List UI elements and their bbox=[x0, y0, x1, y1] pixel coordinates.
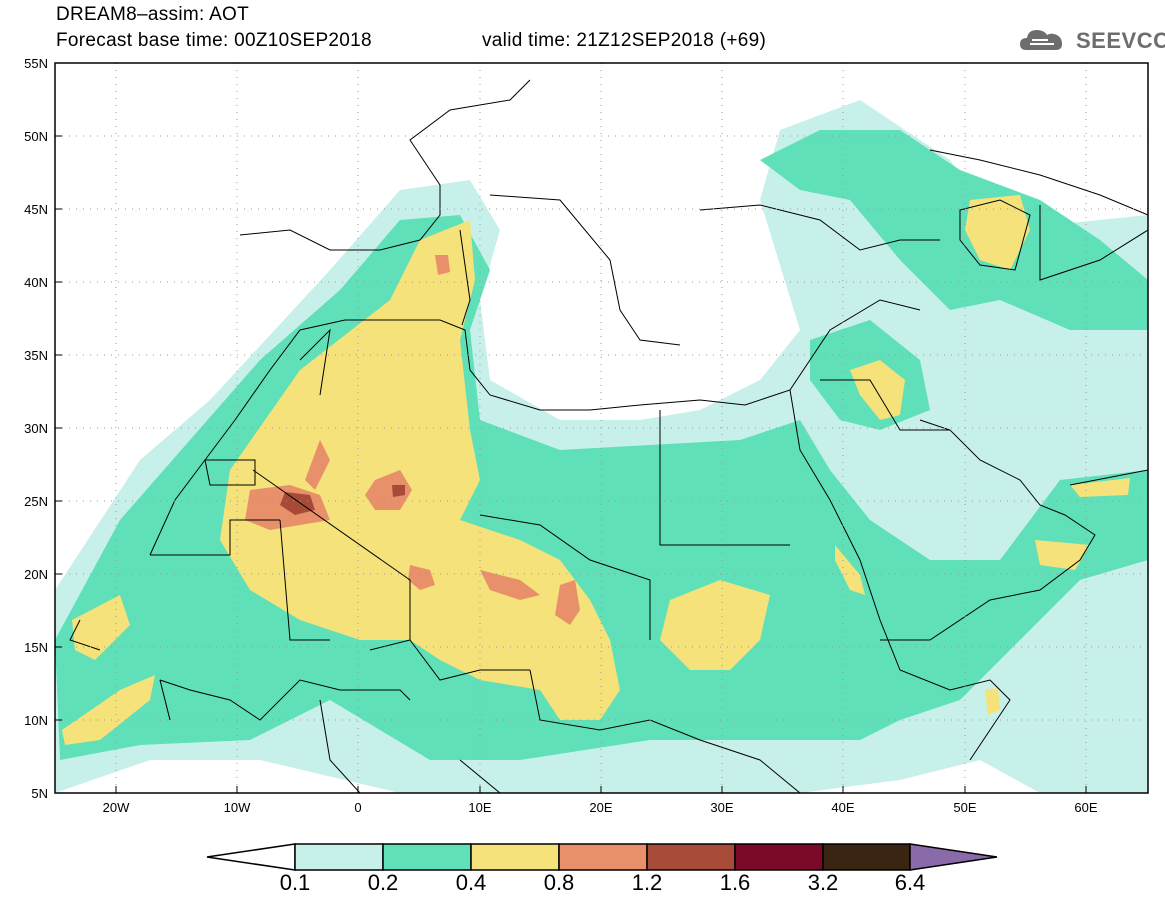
colorbar-segment bbox=[382, 843, 472, 871]
colorbar-label: 0.8 bbox=[543, 870, 575, 895]
lon-label: 10W bbox=[224, 800, 251, 815]
lon-label: 0 bbox=[354, 800, 361, 815]
lat-label: 30N bbox=[24, 421, 48, 436]
lat-label: 35N bbox=[24, 348, 48, 363]
map-title: DREAM8–assim: AOT bbox=[56, 4, 250, 25]
lat-label: 15N bbox=[24, 640, 48, 655]
lon-label: 50E bbox=[953, 800, 976, 815]
forecast-base-time: Forecast base time: 00Z10SEP2018 bbox=[56, 30, 372, 51]
colorbar-segment bbox=[294, 843, 384, 871]
colorbar-label: 6.4 bbox=[894, 870, 926, 895]
lon-label: 20W bbox=[103, 800, 130, 815]
lat-label: 5N bbox=[31, 786, 48, 801]
lon-label: 60E bbox=[1074, 800, 1097, 815]
lon-label: 30E bbox=[710, 800, 733, 815]
colorbar-segment bbox=[646, 843, 736, 871]
colorbar-label: 1.6 bbox=[719, 870, 751, 895]
colorbar-segment bbox=[734, 843, 824, 871]
colorbar-segment bbox=[558, 843, 648, 871]
lat-label: 10N bbox=[24, 713, 48, 728]
valid-time: valid time: 21Z12SEP2018 (+69) bbox=[482, 30, 767, 51]
lon-label: 20E bbox=[589, 800, 612, 815]
colorbar-label: 0.4 bbox=[455, 870, 487, 895]
lat-label: 20N bbox=[24, 567, 48, 582]
logo-text: SEEVCCC bbox=[1076, 28, 1165, 53]
lon-label: 40E bbox=[831, 800, 854, 815]
colorbar-label: 0.1 bbox=[279, 870, 311, 895]
lat-label: 40N bbox=[24, 275, 48, 290]
colorbar bbox=[206, 843, 998, 871]
lat-label: 50N bbox=[24, 129, 48, 144]
colorbar-label: 1.2 bbox=[631, 870, 663, 895]
lat-label: 55N bbox=[24, 56, 48, 71]
colorbar-segment bbox=[822, 843, 911, 871]
colorbar-segment bbox=[470, 843, 560, 871]
lat-label: 25N bbox=[24, 494, 48, 509]
aot-fields bbox=[55, 63, 1148, 793]
colorbar-high-arrow bbox=[909, 843, 998, 871]
colorbar-low-arrow bbox=[206, 843, 296, 871]
lon-label: 10E bbox=[468, 800, 491, 815]
colorbar-label: 3.2 bbox=[807, 870, 839, 895]
lat-label: 45N bbox=[24, 202, 48, 217]
colorbar-label: 0.2 bbox=[367, 870, 399, 895]
cloud-logo-icon bbox=[1020, 30, 1062, 50]
